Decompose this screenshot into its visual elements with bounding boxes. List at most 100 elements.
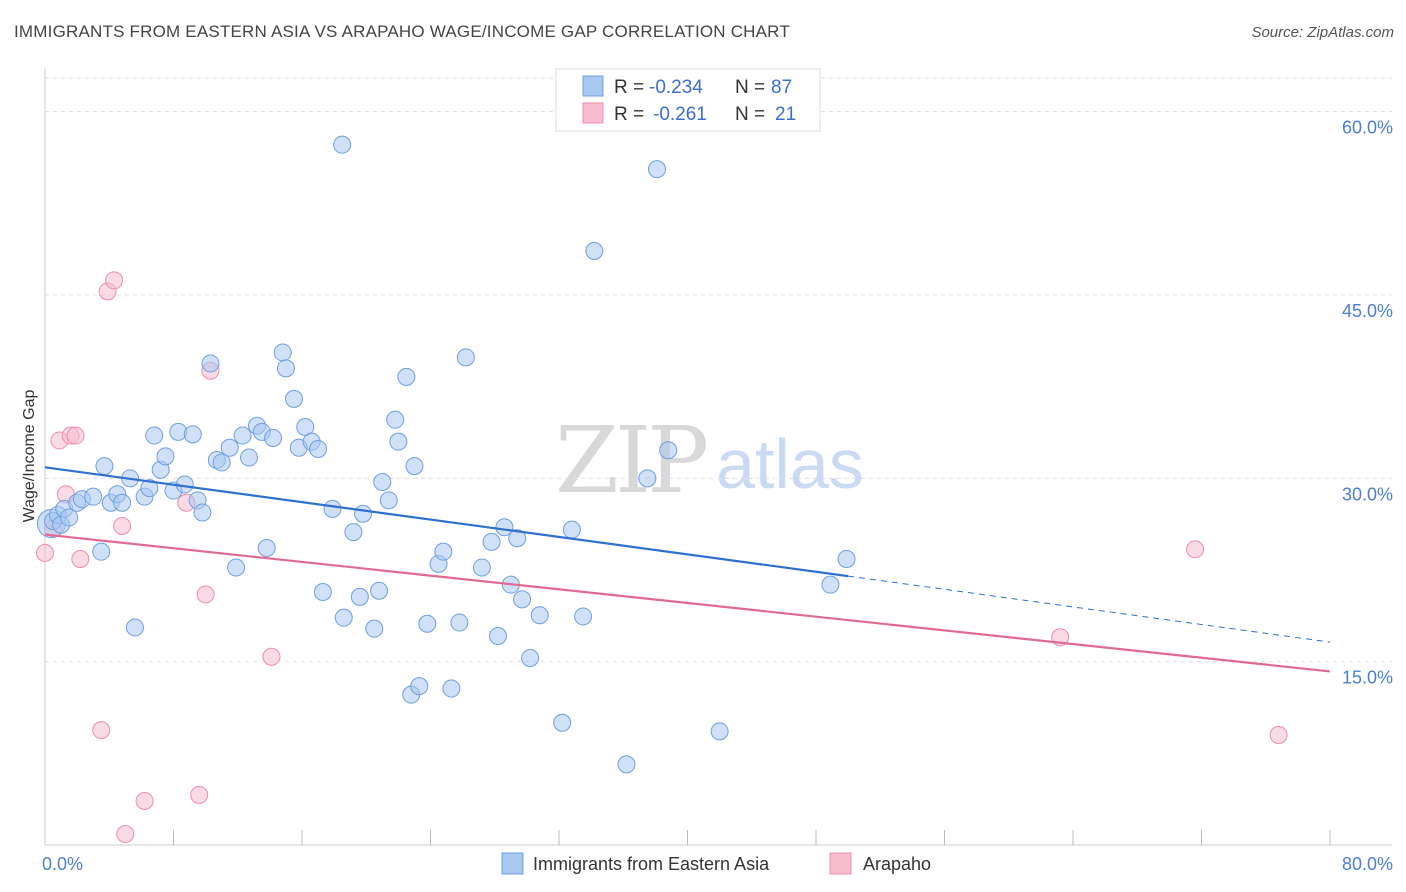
eastern-asia-point — [239, 448, 258, 467]
y-axis-label: Wage/Income Gap — [21, 390, 38, 523]
eastern-asia-point — [60, 508, 79, 527]
series-legend-label-1: Immigrants from Eastern Asia — [533, 854, 770, 874]
eastern-asia-point — [585, 242, 604, 260]
x-tick-labels: 0.0% 80.0% — [42, 854, 1393, 874]
eastern-asia-point — [410, 677, 429, 696]
legend-r-label-1: R = — [614, 77, 644, 98]
axes — [44, 68, 1392, 846]
legend-n-label-2: N = — [735, 104, 765, 125]
arapaho-points — [36, 271, 1288, 843]
legend-r-value-1: -0.234 — [649, 77, 703, 98]
arapaho-point — [92, 721, 111, 740]
arapaho-point — [190, 785, 209, 804]
eastern-asia-point — [140, 479, 159, 498]
eastern-asia-point — [323, 499, 342, 518]
eastern-asia-point — [84, 487, 103, 506]
eastern-asia-point — [405, 457, 424, 476]
legend-r-value-2: -0.261 — [653, 104, 707, 125]
arapaho-point — [113, 517, 132, 535]
legend-n-label-1: N = — [735, 77, 765, 98]
trendlines — [44, 466, 1331, 673]
eastern-asia-point — [659, 441, 678, 460]
watermark-atlas: atlas — [716, 425, 864, 503]
legend-n-value-2: 21 — [775, 104, 796, 125]
y-tick-labels: 15.0% 30.0% 45.0% 60.0% — [1342, 118, 1393, 688]
eastern-asia-point — [193, 503, 212, 522]
series-legend: Immigrants from Eastern Asia Arapaho — [501, 852, 931, 875]
eastern-asia-point — [482, 532, 501, 551]
eastern-asia-point — [442, 679, 461, 698]
eastern-asia-point — [821, 575, 840, 594]
eastern-asia-point — [334, 608, 353, 627]
eastern-asia-point — [183, 425, 202, 444]
eastern-asia-point — [574, 607, 593, 626]
eastern-asia-point — [309, 440, 328, 458]
arapaho-point — [71, 550, 90, 568]
watermark: ZIP atlas — [555, 407, 864, 514]
y-tick-label: 30.0% — [1342, 484, 1393, 504]
eastern-asia-point — [513, 590, 532, 609]
y-tick-label: 45.0% — [1342, 301, 1393, 321]
eastern-asia-trendline — [44, 466, 849, 578]
eastern-asia-point — [233, 426, 252, 445]
y-tick-label: 15.0% — [1342, 668, 1393, 688]
legend-r-label-2: R = — [614, 104, 644, 125]
eastern-asia-point — [450, 613, 469, 632]
x-tick-label: 0.0% — [42, 854, 83, 874]
eastern-asia-point — [379, 491, 398, 510]
eastern-asia-point — [354, 504, 373, 523]
stats-legend-swatch-blue — [582, 75, 604, 97]
eastern-asia-point — [344, 523, 363, 542]
source-credit: Source: ZipAtlas.com — [1251, 24, 1394, 41]
eastern-asia-trendline-extension — [848, 575, 1331, 643]
eastern-asia-point — [370, 581, 389, 600]
arapaho-point — [66, 426, 85, 445]
eastern-asia-point — [365, 619, 384, 638]
eastern-asia-point — [276, 359, 295, 378]
eastern-asia-point — [710, 722, 729, 741]
arapaho-point — [36, 543, 54, 562]
series-legend-swatch-blue — [501, 852, 524, 875]
eastern-asia-point — [397, 367, 416, 386]
arapaho-point — [116, 825, 135, 843]
eastern-asia-point — [553, 713, 572, 732]
arapaho-point — [135, 792, 154, 810]
eastern-asia-point — [125, 618, 144, 637]
eastern-asia-point — [95, 457, 114, 476]
eastern-asia-point — [156, 447, 175, 466]
eastern-asia-point — [617, 755, 636, 774]
arapaho-trendline — [44, 533, 1331, 673]
eastern-asia-point — [257, 539, 276, 557]
eastern-asia-point — [373, 473, 392, 491]
eastern-asia-point — [145, 426, 164, 445]
eastern-asia-point — [350, 587, 369, 606]
eastern-asia-point — [227, 558, 246, 577]
arapaho-point — [105, 271, 124, 290]
stats-legend: R = -0.234 N = 87 R = -0.261 N = 21 — [555, 68, 821, 132]
series-legend-swatch-pink — [829, 852, 852, 875]
arapaho-point — [1186, 540, 1205, 559]
eastern-asia-point — [521, 649, 540, 667]
eastern-asia-points — [36, 135, 856, 774]
stats-legend-swatch-pink — [582, 102, 604, 124]
arapaho-point — [262, 647, 281, 666]
eastern-asia-point — [495, 518, 514, 537]
series-legend-label-2: Arapaho — [863, 854, 931, 874]
eastern-asia-point — [273, 343, 292, 362]
eastern-asia-point — [472, 558, 491, 577]
eastern-asia-point — [418, 614, 437, 633]
eastern-asia-point — [212, 453, 231, 472]
gridlines — [45, 77, 1392, 663]
eastern-asia-point — [113, 493, 132, 512]
eastern-asia-point — [530, 606, 549, 625]
eastern-asia-point — [434, 542, 453, 561]
eastern-asia-point — [264, 429, 283, 447]
eastern-asia-point — [389, 432, 408, 451]
eastern-asia-point — [201, 354, 220, 373]
eastern-asia-point — [647, 160, 666, 179]
arapaho-point — [1269, 726, 1288, 744]
chart-title: IMMIGRANTS FROM EASTERN ASIA VS ARAPAHO … — [14, 22, 790, 41]
eastern-asia-point — [508, 529, 527, 548]
eastern-asia-point — [456, 348, 475, 367]
